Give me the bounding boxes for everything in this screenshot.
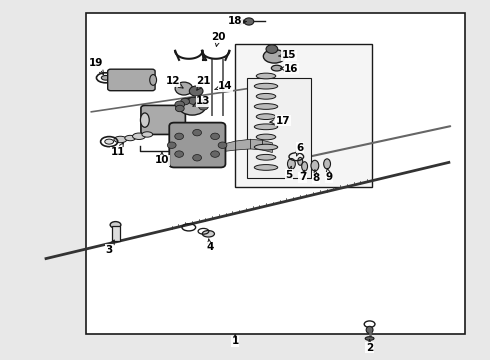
Text: 7: 7 xyxy=(299,170,306,182)
FancyBboxPatch shape xyxy=(169,123,225,167)
Circle shape xyxy=(175,101,185,108)
Bar xyxy=(235,44,372,187)
Ellipse shape xyxy=(110,222,121,228)
Circle shape xyxy=(175,133,184,140)
Text: 11: 11 xyxy=(111,143,125,157)
Text: 20: 20 xyxy=(211,32,225,46)
Ellipse shape xyxy=(254,83,278,89)
FancyBboxPatch shape xyxy=(108,69,155,91)
Bar xyxy=(247,78,311,178)
Circle shape xyxy=(193,154,201,161)
Ellipse shape xyxy=(271,65,282,71)
Ellipse shape xyxy=(141,113,149,127)
Ellipse shape xyxy=(105,139,114,144)
Bar xyxy=(86,13,465,334)
FancyBboxPatch shape xyxy=(141,105,185,134)
Circle shape xyxy=(175,151,184,157)
Ellipse shape xyxy=(132,133,146,139)
Circle shape xyxy=(218,142,227,148)
Ellipse shape xyxy=(150,75,157,85)
Ellipse shape xyxy=(254,104,278,109)
Circle shape xyxy=(266,45,278,53)
Text: 10: 10 xyxy=(155,152,169,165)
Ellipse shape xyxy=(179,98,206,115)
Text: 5: 5 xyxy=(285,166,293,180)
Ellipse shape xyxy=(125,135,136,141)
Ellipse shape xyxy=(256,73,276,79)
Text: 4: 4 xyxy=(206,239,214,252)
Circle shape xyxy=(193,130,201,136)
Ellipse shape xyxy=(298,157,303,165)
Circle shape xyxy=(198,103,208,110)
Text: 21: 21 xyxy=(196,76,211,90)
Ellipse shape xyxy=(311,160,319,171)
Bar xyxy=(112,226,120,241)
Ellipse shape xyxy=(254,124,278,130)
Text: 15: 15 xyxy=(278,50,296,60)
Circle shape xyxy=(211,133,220,140)
Text: 13: 13 xyxy=(193,96,211,106)
Ellipse shape xyxy=(366,326,373,333)
Circle shape xyxy=(175,82,193,95)
Ellipse shape xyxy=(202,230,215,237)
Ellipse shape xyxy=(256,134,276,140)
Circle shape xyxy=(211,151,220,157)
Text: 2: 2 xyxy=(366,339,373,353)
Circle shape xyxy=(181,98,190,105)
Ellipse shape xyxy=(142,132,153,137)
Ellipse shape xyxy=(114,136,127,143)
Circle shape xyxy=(167,142,176,148)
Text: 19: 19 xyxy=(89,58,103,75)
Ellipse shape xyxy=(263,49,285,63)
Ellipse shape xyxy=(324,159,331,169)
Circle shape xyxy=(244,18,254,25)
Circle shape xyxy=(175,105,184,112)
Text: 18: 18 xyxy=(228,17,246,27)
Ellipse shape xyxy=(254,144,278,150)
Ellipse shape xyxy=(256,114,276,120)
Text: 14: 14 xyxy=(215,81,233,91)
Text: 12: 12 xyxy=(166,76,183,88)
Ellipse shape xyxy=(101,76,110,80)
Circle shape xyxy=(196,100,205,106)
Text: 8: 8 xyxy=(312,170,319,183)
Circle shape xyxy=(189,97,198,104)
Text: 16: 16 xyxy=(280,64,299,74)
Ellipse shape xyxy=(302,162,308,171)
Text: 6: 6 xyxy=(296,143,303,156)
Ellipse shape xyxy=(365,337,374,340)
Text: 17: 17 xyxy=(270,116,291,126)
Text: 9: 9 xyxy=(325,168,333,182)
Ellipse shape xyxy=(256,94,276,99)
Ellipse shape xyxy=(288,158,295,169)
Circle shape xyxy=(189,86,203,96)
Ellipse shape xyxy=(256,154,276,160)
Text: 1: 1 xyxy=(232,334,239,346)
Ellipse shape xyxy=(254,165,278,170)
Text: 3: 3 xyxy=(105,240,114,255)
